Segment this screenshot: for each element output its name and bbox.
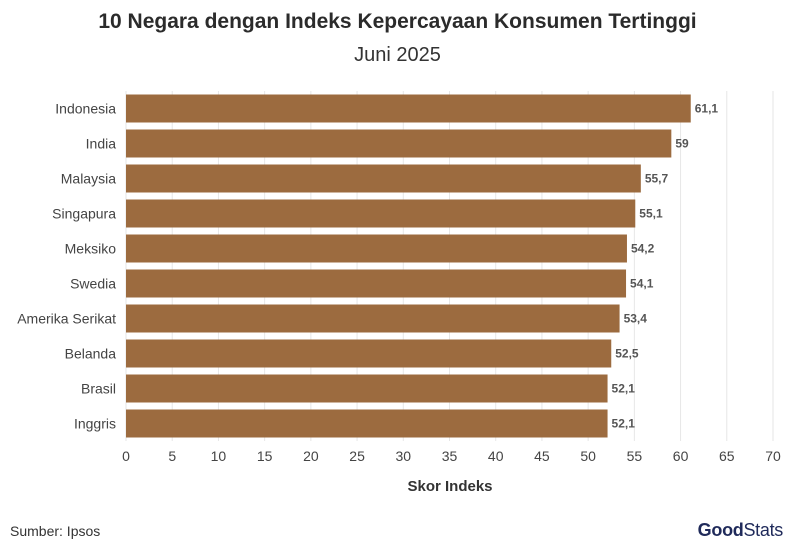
category-label: Malaysia [61, 171, 116, 187]
bar [126, 164, 641, 193]
category-label: Inggris [74, 416, 116, 432]
x-tick-label: 0 [122, 448, 130, 464]
x-tick-label: 70 [765, 448, 781, 464]
x-tick-label: 65 [719, 448, 735, 464]
x-tick-label: 60 [673, 448, 689, 464]
value-label: 54,1 [630, 277, 654, 291]
category-label: Meksiko [65, 241, 117, 257]
x-tick-label: 35 [442, 448, 458, 464]
bar [126, 269, 627, 298]
chart-title: 10 Negara dengan Indeks Kepercayaan Kons… [98, 10, 697, 33]
x-tick-label: 30 [395, 448, 411, 464]
category-label: Indonesia [55, 101, 116, 117]
bar [126, 374, 608, 403]
bar [126, 304, 620, 333]
x-tick-label: 15 [257, 448, 273, 464]
category-label: Amerika Serikat [17, 311, 116, 327]
value-label: 52,5 [615, 347, 639, 361]
x-axis-label: Skor Indeks [407, 478, 492, 495]
bars [126, 94, 691, 438]
value-label: 52,1 [612, 417, 636, 431]
source-note: Sumber: Ipsos [10, 523, 101, 539]
x-tick-label: 10 [211, 448, 227, 464]
value-label: 54,2 [631, 242, 655, 256]
category-label: Swedia [70, 276, 116, 292]
value-label: 53,4 [624, 312, 648, 326]
category-label: Brasil [81, 381, 116, 397]
x-tick-labels: 0 5 10 15 20 25 30 35 40 45 50 55 60 65 70 [122, 448, 781, 464]
chart-subtitle: Juni 2025 [354, 44, 441, 66]
bar [126, 339, 612, 368]
category-label: Singapura [52, 206, 116, 222]
bar [126, 409, 608, 438]
logo-stats: Stats [743, 520, 783, 540]
logo-good: Good [697, 520, 744, 540]
bar [126, 199, 636, 228]
category-labels: Indonesia India Malaysia Singapura Meksiko Sw… [17, 101, 116, 432]
x-tick-label: 40 [488, 448, 504, 464]
category-label: Belanda [65, 346, 117, 362]
bar [126, 94, 691, 123]
category-label: India [86, 136, 117, 152]
value-labels: 61,1 59 55,7 55,1 54,2 54,1 53,4 52,5 52,1 52,1 [612, 102, 719, 431]
value-label: 59 [675, 137, 689, 151]
goodstats-logo: GoodStats [697, 520, 784, 541]
x-tick-label: 45 [534, 448, 550, 464]
bar [126, 234, 627, 263]
value-label: 55,1 [639, 207, 663, 221]
x-tick-label: 5 [168, 448, 176, 464]
x-tick-label: 20 [303, 448, 319, 464]
bar [126, 129, 672, 158]
value-label: 55,7 [645, 172, 669, 186]
value-label: 61,1 [695, 102, 719, 116]
x-tick-label: 50 [580, 448, 596, 464]
value-label: 52,1 [612, 382, 636, 396]
x-tick-label: 25 [349, 448, 365, 464]
x-tick-label: 55 [627, 448, 643, 464]
